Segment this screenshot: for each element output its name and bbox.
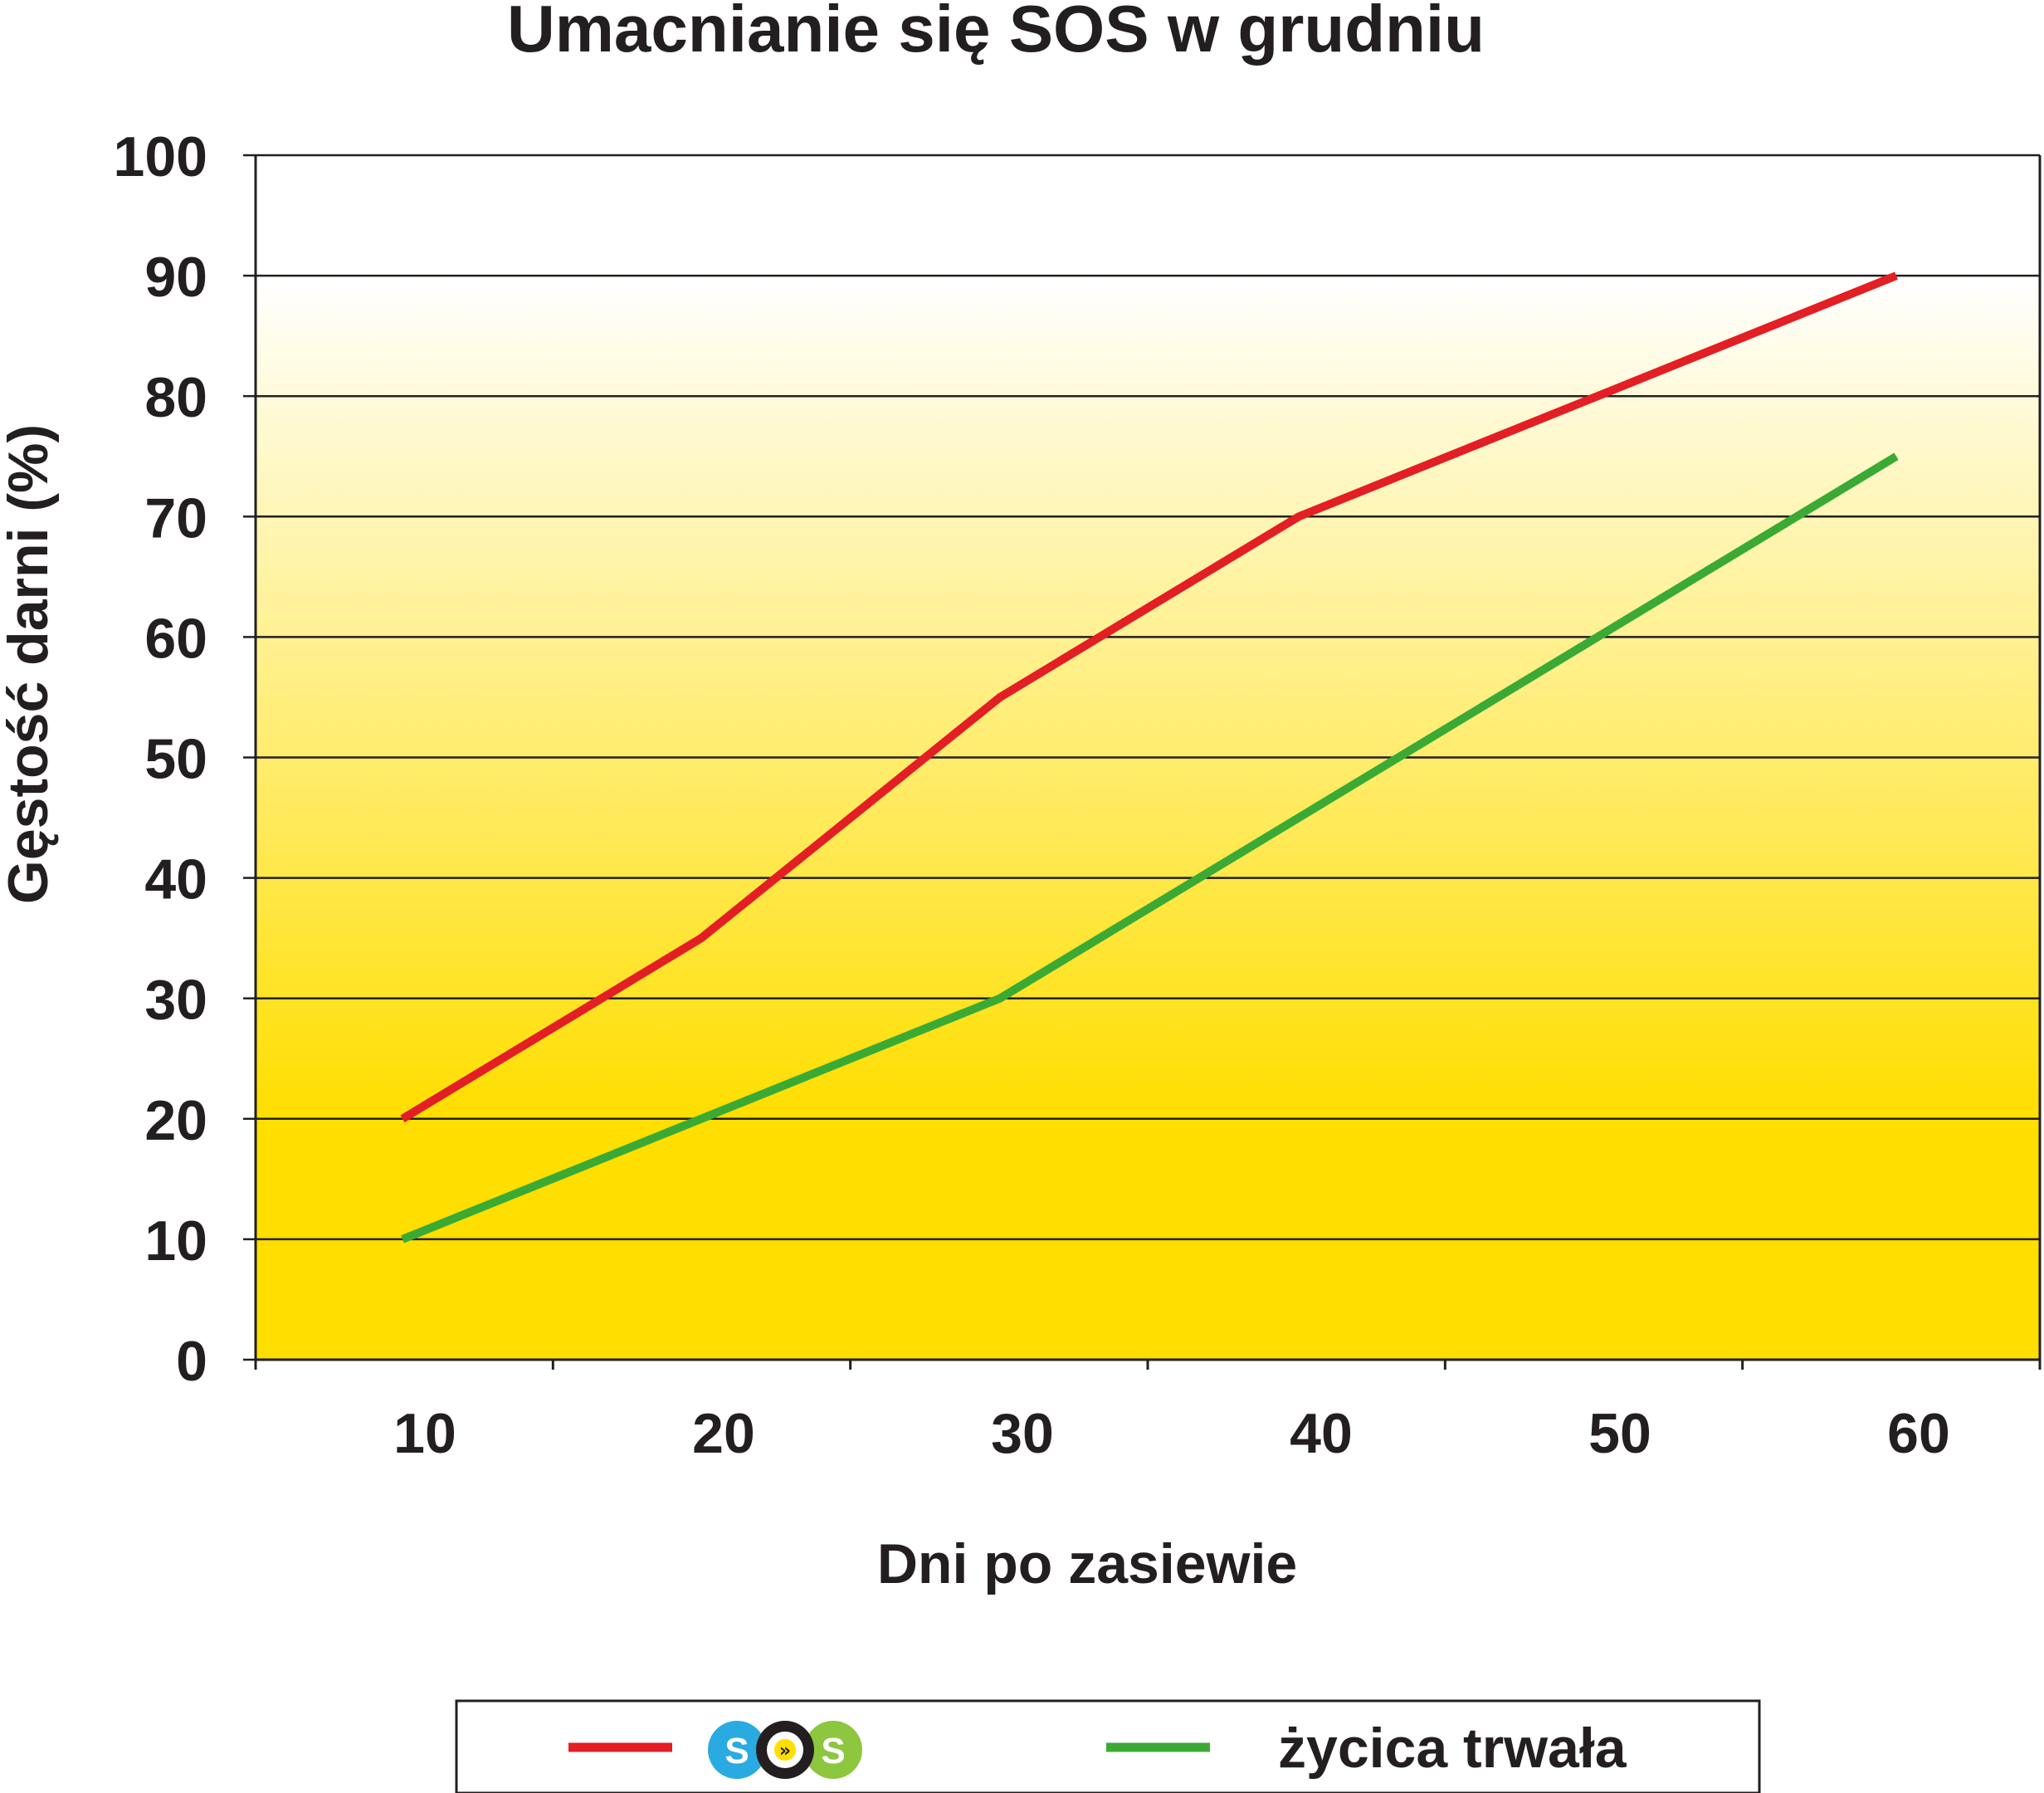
y-tick-label-20: 20: [144, 1089, 207, 1152]
series-1-point-2: [999, 998, 1001, 999]
x-tick-label-40: 40: [1290, 1402, 1353, 1465]
series-0-point-0: [402, 1118, 403, 1120]
series-1-point-5: [1895, 456, 1897, 457]
chart-title: Umacnianie się SOS w grudniu: [507, 0, 1485, 66]
y-tick-label-40: 40: [144, 848, 207, 911]
x-tick-label-30: 30: [991, 1402, 1054, 1465]
series-0-point-1: [700, 937, 702, 939]
x-axis-title: Dni po zasiewie: [877, 1532, 1297, 1595]
y-tick-label-50: 50: [144, 728, 207, 791]
series-lines: [400, 271, 1899, 1243]
series-0-point-2: [999, 696, 1001, 698]
y-tick-label-60: 60: [144, 607, 207, 670]
sos-logo-chevron-icon: »: [779, 1741, 791, 1761]
y-tick-label-10: 10: [144, 1209, 207, 1273]
y-axis-ticks: 0 10 20 30 40 50 60 70 80 90 100: [114, 125, 256, 1393]
y-tick-label-100: 100: [114, 125, 207, 188]
gridlines: [256, 154, 2040, 1361]
x-tick-label-50: 50: [1588, 1402, 1651, 1465]
sos-logo: » S S: [708, 1721, 862, 1779]
x-tick-label-60: 60: [1887, 1402, 1950, 1465]
sos-logo-chevron-dot: [774, 1739, 796, 1761]
sos-logo-letter-1: S: [724, 1731, 749, 1771]
sos-logo-letter-3: S: [821, 1731, 845, 1771]
series-1-point-0: [402, 1238, 403, 1240]
legend-label-zycica: życica trwała: [1278, 1717, 1627, 1780]
series-1-point-1: [700, 1118, 702, 1120]
series-0-point-3: [1298, 515, 1300, 517]
legend: » S S życica trwała: [455, 1699, 1761, 1793]
sos-logo-s-green: [804, 1721, 862, 1779]
series-line-0: [400, 271, 1898, 1123]
series-line-1: [401, 452, 1899, 1243]
sos-logo-s-blue: [708, 1721, 766, 1779]
y-axis-title: Gęstość darni (%): [0, 424, 60, 904]
y-tick-label-80: 80: [144, 366, 207, 429]
y-tick-label-90: 90: [144, 246, 207, 309]
y-tick-label-70: 70: [144, 486, 207, 550]
y-tick-label-0: 0: [176, 1330, 207, 1393]
x-tick-label-20: 20: [692, 1402, 755, 1465]
y-tick-label-30: 30: [144, 969, 207, 1032]
x-axis-ticks: 10 20 30 40 50 60: [393, 1360, 1950, 1465]
x-tick-label-10: 10: [393, 1402, 456, 1465]
